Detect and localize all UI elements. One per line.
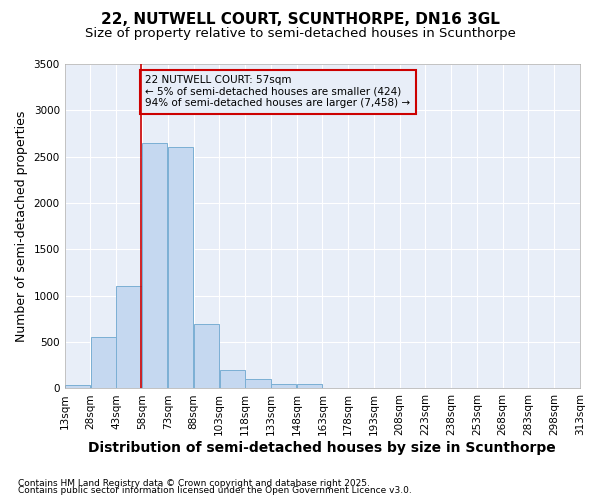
Text: 22 NUTWELL COURT: 57sqm
← 5% of semi-detached houses are smaller (424)
94% of se: 22 NUTWELL COURT: 57sqm ← 5% of semi-det… xyxy=(145,75,410,108)
Bar xyxy=(65,385,90,388)
Bar xyxy=(142,143,167,388)
Bar xyxy=(297,384,322,388)
Bar xyxy=(116,286,142,388)
Text: Contains public sector information licensed under the Open Government Licence v3: Contains public sector information licen… xyxy=(18,486,412,495)
Text: 22, NUTWELL COURT, SCUNTHORPE, DN16 3GL: 22, NUTWELL COURT, SCUNTHORPE, DN16 3GL xyxy=(101,12,499,28)
Bar xyxy=(91,338,116,388)
Text: Size of property relative to semi-detached houses in Scunthorpe: Size of property relative to semi-detach… xyxy=(85,28,515,40)
Bar xyxy=(245,379,271,388)
Bar xyxy=(271,384,296,388)
Bar xyxy=(168,148,193,388)
Text: Contains HM Land Registry data © Crown copyright and database right 2025.: Contains HM Land Registry data © Crown c… xyxy=(18,478,370,488)
Bar xyxy=(220,370,245,388)
Y-axis label: Number of semi-detached properties: Number of semi-detached properties xyxy=(15,110,28,342)
X-axis label: Distribution of semi-detached houses by size in Scunthorpe: Distribution of semi-detached houses by … xyxy=(88,441,556,455)
Bar xyxy=(194,324,219,388)
